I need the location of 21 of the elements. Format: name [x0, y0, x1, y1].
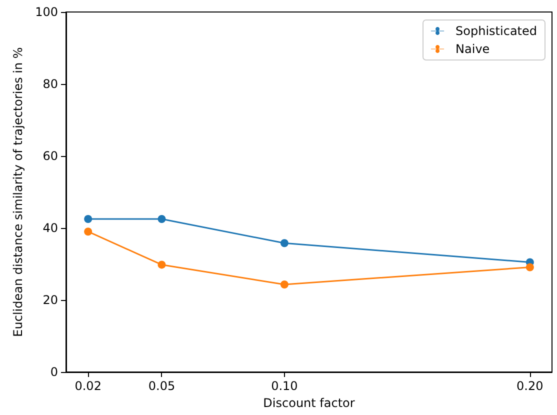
point — [526, 263, 534, 272]
point — [158, 215, 166, 223]
y-tick-label: 100 — [35, 5, 58, 19]
y-tick-label: 20 — [42, 293, 58, 307]
y-tick-label: 40 — [42, 221, 58, 235]
x-tick-label: 0.05 — [148, 379, 176, 393]
x-tick-label: 0.02 — [74, 379, 102, 393]
x-tick-label: 0.10 — [271, 379, 298, 393]
point — [84, 228, 92, 236]
legend-label: Sophisticated — [456, 24, 538, 38]
y-tick-label: 80 — [42, 77, 58, 91]
point — [280, 280, 288, 289]
y-axis-title: Euclidean distance similarity of trajectories in % — [11, 47, 26, 337]
y-tick-label: 0 — [50, 365, 58, 379]
legend-label: Naive — [456, 42, 490, 56]
point — [158, 260, 166, 269]
point — [84, 215, 92, 223]
x-tick-label: 0.20 — [516, 379, 544, 393]
x-axis-title: Discount factor — [263, 396, 355, 410]
y-tick-label: 60 — [42, 149, 58, 163]
point — [280, 239, 288, 248]
